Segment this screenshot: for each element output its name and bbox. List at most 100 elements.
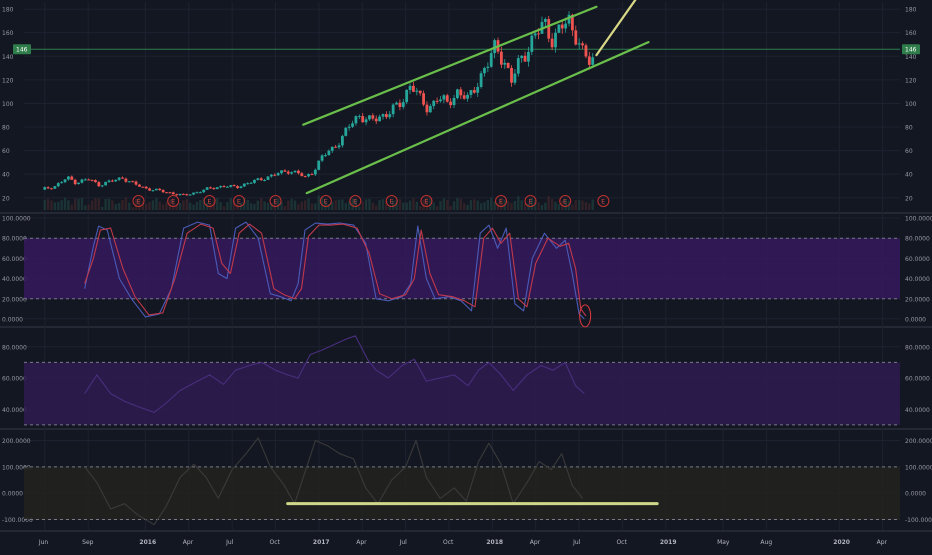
candle-body: [215, 187, 219, 190]
y-tick-label-left: 40.0000: [2, 407, 27, 414]
y-tick-label-left: 180: [2, 7, 14, 14]
x-tick-label: Aug: [760, 539, 772, 546]
x-tick-label: Oct: [443, 539, 454, 546]
x-tick-label: 2020: [833, 539, 850, 546]
x-tick-label: Apr: [530, 539, 541, 546]
candle-body: [422, 93, 425, 105]
candle-body: [564, 23, 568, 29]
volume-bar: [107, 198, 111, 210]
y-tick-label-left: 160: [2, 30, 14, 37]
earnings-marker-icon: [319, 195, 332, 207]
candle-body: [165, 192, 168, 194]
candle-body: [327, 150, 331, 156]
volume-bar: [554, 201, 557, 210]
candle-body: [104, 181, 108, 186]
candle-body: [192, 192, 195, 195]
candle-body: [209, 187, 212, 189]
volume-bar: [87, 204, 90, 210]
volume-bar: [517, 196, 520, 210]
candle-body: [249, 182, 253, 184]
candle-body: [259, 178, 263, 181]
candle-body: [320, 155, 324, 161]
volume-bar: [256, 200, 260, 210]
volume-bar: [97, 198, 101, 210]
candle-body: [334, 146, 338, 148]
volume-bar: [297, 204, 300, 210]
candle-body: [435, 100, 439, 102]
earnings-marker-label: E: [207, 198, 211, 206]
volume-bar: [67, 200, 70, 210]
x-tick-label: Apr: [183, 539, 194, 546]
y-tick-label-right: 60.0000: [905, 376, 930, 383]
volume-bar: [175, 204, 178, 210]
volume-bar: [205, 202, 209, 210]
x-tick-label: Jul: [572, 539, 581, 546]
earnings-marker-label: E: [324, 198, 328, 206]
x-tick-label: Apr: [877, 539, 888, 546]
volume-bar: [121, 199, 124, 210]
candle-body: [246, 183, 250, 185]
candle-body: [229, 185, 233, 187]
volume-bar: [172, 198, 175, 210]
volume-bar: [104, 199, 107, 210]
y-tick-label-right: 0.0000: [905, 316, 926, 323]
y-tick-label-left: 100: [2, 101, 14, 108]
volume-bar: [270, 202, 273, 210]
volume-bar: [199, 200, 202, 210]
candle-body: [395, 102, 398, 105]
earnings-marker-label: E: [390, 198, 394, 206]
candle-body: [550, 38, 554, 48]
volume-bar: [520, 200, 523, 210]
volume-bar: [53, 202, 57, 210]
candle-body: [222, 186, 226, 188]
y-tick-label-right: 100.0000: [905, 216, 932, 223]
candle-body: [510, 67, 513, 83]
candle-body: [195, 192, 199, 194]
candle-body: [337, 145, 341, 148]
candle-body: [232, 185, 236, 187]
volume-bar: [192, 204, 195, 210]
volume-bar: [141, 201, 145, 210]
candle-body: [591, 57, 595, 65]
candle-body: [307, 174, 310, 177]
y-tick-label-left: 60.0000: [2, 376, 27, 383]
volume-bar: [442, 198, 446, 210]
candle-body: [290, 172, 294, 174]
candle-body: [131, 181, 135, 183]
candle-body: [283, 170, 287, 172]
candle-body: [94, 180, 97, 183]
y-tick-label-left: 40.0000: [2, 276, 27, 283]
indicator-band: [24, 362, 900, 425]
indicator-band: [24, 238, 900, 299]
candle-body: [388, 114, 392, 118]
candle-body: [442, 95, 446, 100]
candle-body: [354, 116, 358, 124]
candle-body: [114, 179, 118, 182]
candle-body: [202, 189, 206, 193]
y-tick-label-left: 60: [2, 148, 10, 155]
candle-body: [560, 24, 564, 29]
x-tick-label: 2018: [486, 539, 503, 546]
volume-bar: [398, 199, 402, 210]
volume-bar: [151, 200, 155, 210]
volume-bar: [293, 200, 297, 210]
candle-body: [533, 33, 537, 36]
candle-body: [547, 19, 551, 39]
volume-bar: [425, 197, 429, 210]
y-tick-label-left: 0.0000: [2, 316, 23, 323]
volume-bar: [361, 201, 364, 210]
volume-bar: [351, 198, 354, 210]
volume-bar: [402, 202, 405, 210]
candle-body: [225, 186, 229, 188]
candle-body: [124, 178, 128, 182]
candle-body: [87, 179, 91, 181]
volume-bar: [158, 201, 161, 210]
candle-body: [239, 186, 243, 188]
x-tick-label: 2016: [139, 539, 156, 546]
candle-body: [134, 181, 138, 185]
candle-body: [53, 186, 57, 189]
candle-body: [253, 179, 256, 183]
candle-body: [581, 43, 584, 46]
